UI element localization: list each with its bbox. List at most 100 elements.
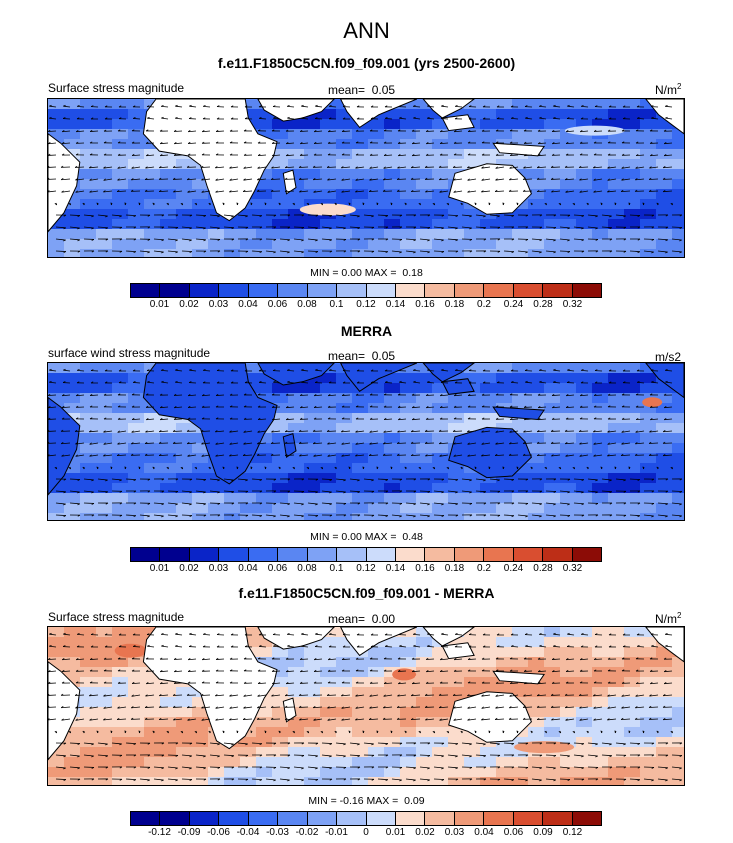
colorbar-swatch [543, 548, 573, 561]
panel3-variable-label: Surface stress magnitude [48, 610, 185, 624]
panel3-mean-value: 0.00 [371, 612, 396, 626]
borneo-land [441, 114, 475, 132]
wind-vectors [48, 632, 683, 782]
panel2-title: MERRA [340, 323, 393, 339]
colorbar-tick-label: 0.1 [329, 299, 344, 310]
colorbar-swatch [395, 284, 426, 297]
colorbar-tick-label: 0.08 [297, 299, 317, 310]
borneo-land [441, 642, 475, 660]
colorbar-tick-label: 0.28 [533, 299, 553, 310]
australia-land [448, 426, 532, 479]
colorbar-swatch [337, 812, 367, 825]
map-canvas [48, 627, 684, 785]
colorbar-tick-label: 0.03 [444, 827, 465, 838]
india-land [340, 363, 418, 392]
continents [48, 363, 684, 496]
colorbar-swatch [454, 284, 485, 297]
africa-land [142, 99, 278, 222]
colorbar-tick-label: -0.09 [177, 827, 201, 838]
colorbar-swatch [425, 812, 455, 825]
colorbar-tick-label: 0.14 [385, 563, 406, 574]
madagascar-land [282, 433, 297, 459]
panel1-title: f.e11.F1850C5CN.f09_f09.001 (yrs 2500-26… [217, 55, 516, 71]
panel3-colorbar-labels: -0.12 -0.09 -0.06 -0.04 -0.03 -0.02 -0.01 0 0.01… [130, 827, 602, 841]
south-america-land [48, 133, 81, 233]
colorbar-swatch [543, 284, 573, 297]
panel2-minmax: MIN = 0.00 MAX = 0.48 [310, 531, 423, 543]
colorbar-tick-label: 0.08 [297, 563, 317, 574]
colorbar-tick-label: -0.12 [148, 827, 171, 838]
colorbar-swatch [395, 548, 426, 561]
colorbar-swatch [189, 548, 220, 561]
colorbar-tick-label: 0.1 [329, 563, 344, 574]
india-land [340, 99, 418, 129]
colorbar-swatch [219, 548, 249, 561]
panel2-colorbar-labels: 0.01 0.02 0.03 0.04 0.06 0.08 0.1 0.12 0.14 0.16 0… [130, 563, 602, 577]
colorbar-tick-label: 0.2 [477, 563, 491, 574]
colorbar-tick-label: 0.16 [415, 563, 435, 574]
colorbar-swatch [572, 284, 601, 297]
colorbar-swatch [160, 812, 190, 825]
colorbar-tick-label: 0.12 [562, 827, 583, 838]
colorbar-swatch [395, 812, 426, 825]
colorbar-swatch [572, 812, 601, 825]
figure-title: ANN [343, 18, 390, 43]
colorbar-swatch [131, 812, 161, 825]
panel1-units: N/m2 [655, 82, 682, 97]
south-america-land [48, 396, 81, 496]
india-land [340, 627, 418, 657]
colorbar-swatch [513, 812, 544, 825]
colorbar-tick-label: 0.03 [208, 299, 229, 310]
panel1-variable-label: Surface stress magnitude [48, 81, 185, 95]
colorbar-swatch [454, 548, 485, 561]
australia-land [448, 163, 532, 215]
colorbar-tick-label: 0.16 [415, 299, 435, 310]
colorbar-tick-label: 0.18 [444, 299, 465, 310]
central-america-land [645, 99, 684, 135]
colorbar-tick-label: 0.24 [503, 299, 524, 310]
stress-field [48, 99, 684, 257]
madagascar-land [282, 697, 297, 723]
panel3-mean-label: mean= 0.00 [328, 612, 396, 626]
colorbar-tick-label: 0.03 [208, 563, 229, 574]
colorbar-swatch [425, 548, 455, 561]
africa-land [142, 363, 278, 485]
panel1-minmax: MIN = 0.00 MAX = 0.18 [310, 267, 423, 279]
colorbar-tick-label: 0.14 [385, 299, 406, 310]
colorbar-swatch [278, 548, 308, 561]
new-guinea-land [492, 406, 546, 421]
colorbar-swatch [160, 284, 190, 297]
colorbar-tick-label: -0.01 [325, 827, 348, 838]
colorbar-swatch [131, 284, 161, 297]
colorbar-tick-label: 0.32 [562, 299, 583, 310]
panel1-colorbar-labels: 0.01 0.02 0.03 0.04 0.06 0.08 0.1 0.12 0.14 0.16 0… [130, 299, 602, 313]
colorbar-swatch [513, 284, 544, 297]
panel3-units: N/m2 [655, 611, 682, 626]
colorbar-swatch [248, 812, 279, 825]
colorbar-tick-label: 0.2 [477, 299, 491, 310]
wind-vectors [48, 104, 683, 254]
colorbar-swatch [248, 548, 279, 561]
continents [48, 627, 684, 761]
colorbar-tick-label: 0.24 [503, 563, 524, 574]
colorbar-swatch [484, 548, 514, 561]
colorbar-swatch [219, 284, 249, 297]
africa-land [142, 627, 278, 750]
colorbar-tick-label: 0.02 [179, 299, 199, 310]
colorbar-swatch [189, 284, 220, 297]
colorbar-swatch [484, 284, 514, 297]
borneo-land [441, 378, 475, 395]
panel3-minmax: MIN = -0.16 MAX = 0.09 [308, 795, 425, 807]
colorbar-swatch [189, 812, 220, 825]
panel1-map [47, 98, 685, 258]
colorbar-tick-label: 0.12 [356, 299, 376, 310]
colorbar-tick-label: 0.04 [238, 299, 258, 310]
colorbar-swatch [484, 812, 514, 825]
colorbar-tick-label: 0.02 [179, 563, 199, 574]
panel1-mean-value: 0.05 [371, 83, 396, 97]
new-guinea-land [492, 142, 546, 157]
colorbar-tick-label: 0.32 [562, 563, 583, 574]
colorbar-swatch [366, 548, 396, 561]
colorbar-tick-label: 0.04 [474, 827, 494, 838]
colorbar-swatch [278, 284, 308, 297]
